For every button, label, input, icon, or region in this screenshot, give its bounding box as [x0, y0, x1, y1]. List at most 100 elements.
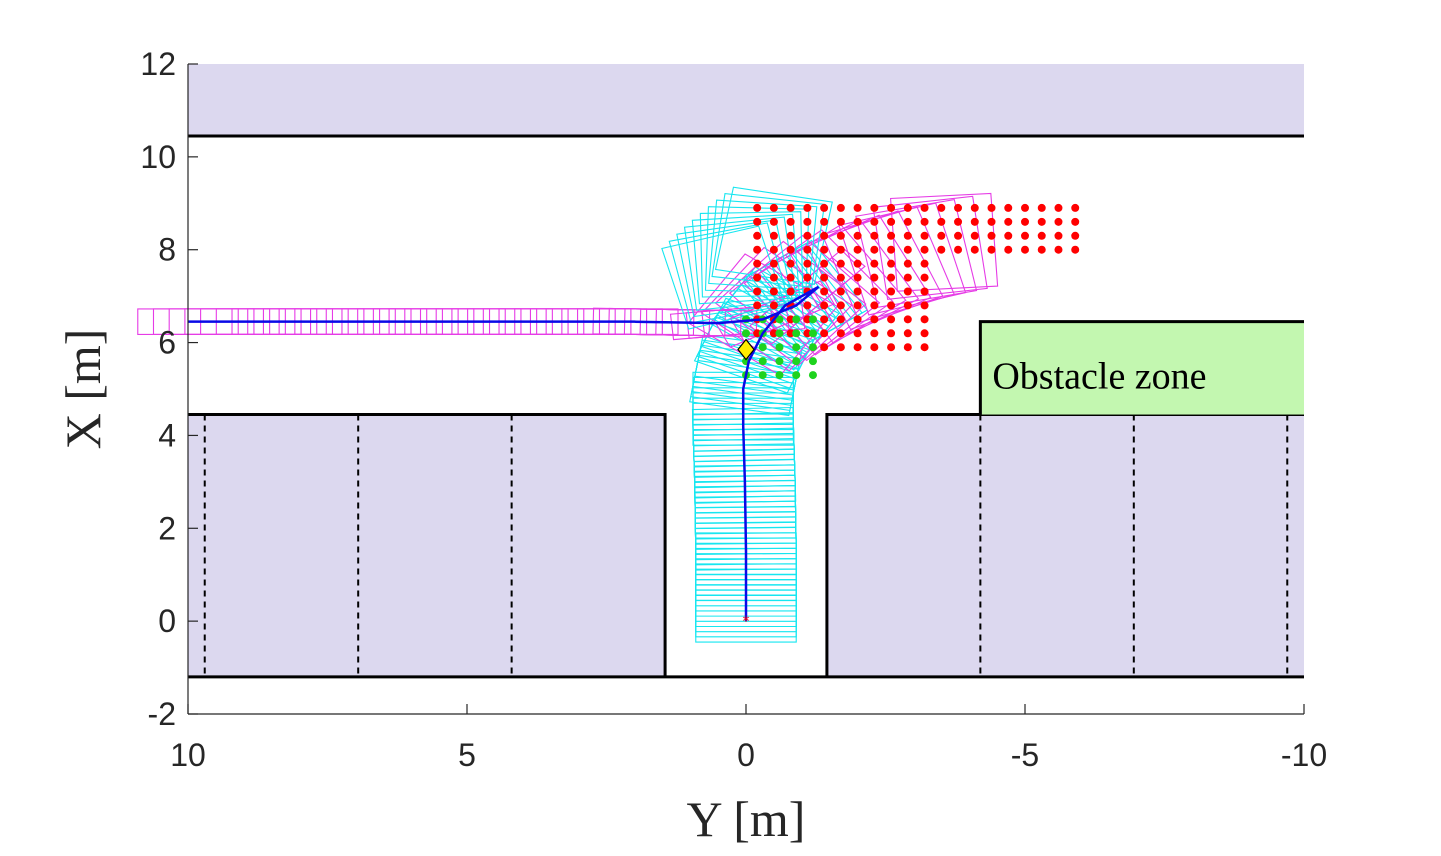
red-point	[820, 217, 829, 226]
red-point	[1071, 217, 1080, 226]
bottom-right-band	[826, 414, 1304, 677]
red-point	[903, 301, 912, 310]
red-point	[1071, 231, 1080, 240]
red-point	[786, 287, 795, 296]
red-point	[870, 273, 879, 282]
red-point	[1004, 217, 1013, 226]
red-point	[836, 203, 845, 212]
red-point	[753, 259, 762, 268]
red-point	[836, 259, 845, 268]
red-point	[1054, 203, 1063, 212]
green-point	[792, 329, 801, 338]
green-point	[758, 371, 767, 380]
red-point	[753, 301, 762, 310]
red-point	[954, 231, 963, 240]
green-point	[742, 329, 750, 338]
red-point	[769, 301, 778, 310]
red-point	[920, 231, 929, 240]
red-point	[1037, 217, 1046, 226]
green-point	[808, 371, 817, 380]
red-point	[836, 301, 845, 310]
red-point	[903, 245, 912, 254]
red-point	[920, 217, 929, 226]
y-tick-label: 8	[158, 232, 176, 268]
red-point	[970, 245, 979, 254]
red-point	[853, 315, 862, 324]
start-footprint	[691, 213, 801, 305]
red-point	[987, 217, 996, 226]
red-point	[1021, 245, 1029, 254]
green-point	[775, 315, 784, 324]
red-point	[870, 315, 879, 324]
red-point	[786, 315, 795, 324]
red-point	[1037, 245, 1046, 254]
red-point	[954, 203, 963, 212]
red-point	[903, 287, 912, 296]
end-footprint	[655, 308, 758, 338]
red-point	[853, 203, 862, 212]
red-point	[920, 301, 929, 310]
end-footprint	[743, 229, 894, 356]
red-point	[836, 329, 845, 338]
red-point	[786, 217, 795, 226]
red-point	[786, 245, 795, 254]
red-point	[803, 203, 812, 212]
red-point	[753, 329, 762, 338]
red-point	[987, 203, 996, 212]
red-point	[1054, 217, 1063, 226]
end-footprint	[889, 192, 999, 292]
green-point	[808, 315, 817, 324]
red-point	[937, 217, 946, 226]
y-tick-label: 2	[158, 510, 176, 546]
left-slot-boundary	[188, 413, 667, 677]
waypoint-marker	[737, 338, 755, 361]
x-tick-label: 0	[737, 737, 755, 773]
red-point	[1071, 203, 1080, 212]
red-point	[1037, 203, 1046, 212]
red-point	[803, 245, 812, 254]
red-point	[887, 343, 896, 352]
red-point	[920, 329, 929, 338]
red-point	[836, 245, 845, 254]
green-point	[792, 357, 801, 366]
red-point	[769, 287, 778, 296]
red-point	[853, 329, 862, 338]
red-point	[753, 245, 762, 254]
x-tick-label: -10	[1281, 737, 1327, 773]
red-point	[803, 217, 812, 226]
end-footprint	[855, 198, 978, 308]
red-point	[1054, 231, 1063, 240]
road-bands	[188, 64, 1304, 679]
obstacle-zone	[978, 320, 1304, 415]
y-tick-label: 12	[140, 46, 176, 82]
start-footprint	[668, 222, 790, 324]
red-point	[887, 329, 896, 338]
red-point	[920, 287, 929, 296]
y-tick-label: 6	[158, 325, 176, 361]
top-road-band	[188, 64, 1304, 136]
obstacle-zone-border	[978, 320, 1304, 415]
red-point	[786, 231, 795, 240]
green-point	[792, 315, 801, 324]
red-point	[870, 203, 879, 212]
red-point	[1004, 231, 1013, 240]
start-footprint	[699, 211, 804, 298]
red-point	[970, 231, 979, 240]
red-point	[920, 245, 929, 254]
red-point	[769, 259, 778, 268]
red-point	[870, 329, 879, 338]
obstacle-zone-label: Obstacle zone	[992, 356, 1206, 398]
red-point	[903, 329, 912, 338]
red-point	[836, 231, 845, 240]
red-point	[920, 203, 929, 212]
green-point	[775, 329, 784, 338]
red-point	[786, 203, 795, 212]
red-point	[803, 273, 812, 282]
red-point	[920, 315, 929, 324]
red-point	[920, 273, 929, 282]
red-point	[769, 273, 778, 282]
red-point	[820, 287, 829, 296]
red-point	[937, 245, 946, 254]
red-point	[836, 343, 845, 352]
